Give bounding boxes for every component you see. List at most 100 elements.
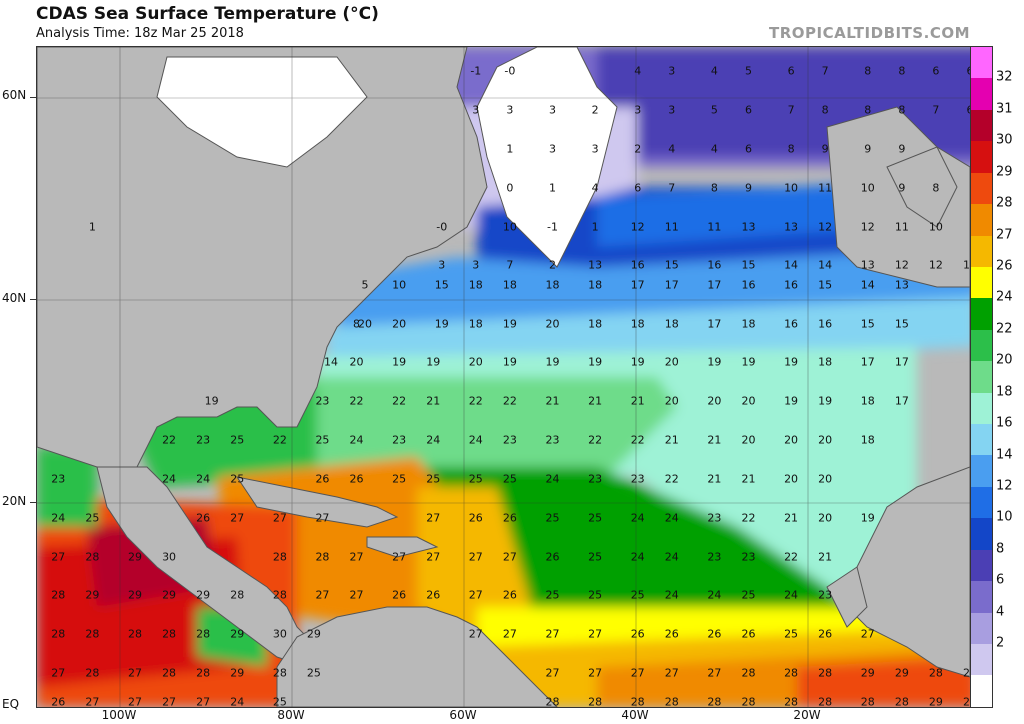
- sst-value-label: 25: [741, 588, 756, 602]
- sst-value-label: 10: [502, 220, 517, 234]
- colorbar-label: 30: [996, 132, 1013, 148]
- sst-value-label: 6: [932, 64, 940, 78]
- sst-value-label: 17: [707, 317, 722, 331]
- sst-value-label: 16: [818, 317, 833, 331]
- sst-value-label: 27: [426, 550, 441, 564]
- sst-value-label: 27: [468, 588, 483, 602]
- sst-value-label: 14: [818, 258, 833, 272]
- sst-value-label: 28: [162, 666, 177, 680]
- sst-value-label: 25: [230, 472, 245, 486]
- sst-value-label: 23: [588, 472, 603, 486]
- sst-value-label: 25: [630, 588, 645, 602]
- colorbar-label: 6: [996, 572, 1005, 588]
- sst-value-label: 27: [315, 511, 330, 525]
- sst-value-label: 27: [588, 627, 603, 641]
- lat-label-40n: 40N: [2, 291, 27, 305]
- sst-value-label: 21: [545, 394, 560, 408]
- lat-label-eq: EQ: [2, 697, 20, 711]
- sst-value-label: 23: [545, 433, 560, 447]
- sst-value-label: 2: [591, 103, 599, 117]
- sst-value-label: 7: [932, 103, 940, 117]
- analysis-time: Analysis Time: 18z Mar 25 2018: [36, 26, 244, 41]
- sst-value-label: 27: [468, 550, 483, 564]
- sst-value-label: 16: [630, 258, 645, 272]
- sst-value-label: 26: [707, 627, 722, 641]
- sst-value-label: 20: [707, 394, 722, 408]
- sst-value-label: 10: [392, 278, 407, 292]
- sst-value-label: 10: [928, 220, 943, 234]
- sst-value-label: 8: [898, 64, 906, 78]
- sst-value-label: 28: [230, 588, 245, 602]
- sst-value-label: 29: [230, 627, 245, 641]
- site-brand: TROPICALTIDBITS.COM: [769, 24, 970, 42]
- sst-value-label: 3: [548, 142, 556, 156]
- sst-value-label: 26: [664, 627, 679, 641]
- colorbar-swatch: [971, 109, 992, 142]
- sst-value-label: 8: [898, 103, 906, 117]
- sst-value-label: 24: [51, 511, 66, 525]
- colorbar-label: 31: [996, 101, 1013, 117]
- sst-value-label: 19: [426, 355, 441, 369]
- sst-map: -1-0434567886633323356788876133244689990…: [36, 46, 971, 708]
- sst-field: [37, 47, 970, 707]
- sst-value-label: 23: [502, 433, 517, 447]
- sst-value-label: 21: [707, 472, 722, 486]
- sst-value-label: 25: [85, 511, 100, 525]
- sst-value-label: 17: [894, 394, 909, 408]
- colorbar-label: 10: [996, 509, 1013, 525]
- sst-value-label: 27: [272, 511, 287, 525]
- sst-value-label: 25: [315, 433, 330, 447]
- sst-value-label: 18: [588, 317, 603, 331]
- sst-value-label: 24: [162, 472, 177, 486]
- colorbar-swatch: [971, 235, 992, 267]
- sst-value-label: 27: [426, 511, 441, 525]
- sst-value-label: 0: [506, 181, 514, 195]
- sst-value-label: 5: [361, 278, 369, 292]
- sst-value-label: 24: [664, 550, 679, 564]
- sst-value-label: 29: [127, 550, 142, 564]
- sst-value-label: 1: [506, 142, 514, 156]
- sst-value-label: 24: [545, 472, 560, 486]
- sst-value-label: 2: [634, 142, 642, 156]
- sst-value-label: 4: [634, 64, 642, 78]
- colorbar-label: 24: [996, 289, 1013, 305]
- sst-value-label: 29: [963, 695, 970, 708]
- sst-value-label: 6: [967, 104, 971, 117]
- sst-value-label: 24: [630, 550, 645, 564]
- sst-value-label: -0: [436, 220, 448, 234]
- sst-value-label: 7: [668, 181, 676, 195]
- sst-value-label: 15: [818, 278, 833, 292]
- sst-value-label: 25: [468, 472, 483, 486]
- sst-value-label: 20: [349, 355, 364, 369]
- sst-value-label: 21: [630, 394, 645, 408]
- sst-value-label: 6: [744, 103, 752, 117]
- sst-value-label: 23: [707, 550, 722, 564]
- sst-value-label: 28: [85, 666, 100, 680]
- sst-value-label: 20: [818, 472, 833, 486]
- lat-label-20n: 20N: [2, 494, 27, 508]
- sst-value-label: 24: [426, 433, 441, 447]
- sst-value-label: 28: [315, 550, 330, 564]
- colorbar-label: 32: [996, 69, 1013, 85]
- sst-value-label: 3: [472, 103, 480, 117]
- sst-value-label: 27: [502, 627, 517, 641]
- sst-value-label: 9: [864, 142, 872, 156]
- sst-value-label: 26: [741, 627, 756, 641]
- sst-value-label: 22: [349, 394, 364, 408]
- sst-value-label: 29: [230, 666, 245, 680]
- colorbar-label: 27: [996, 227, 1013, 243]
- colorbar-swatch: [971, 392, 992, 425]
- sst-value-label: 25: [426, 472, 441, 486]
- lat-tick: [30, 299, 36, 300]
- sst-value-label: 18: [860, 433, 875, 447]
- sst-value-label: 9: [898, 181, 906, 195]
- sst-value-label: 17: [664, 278, 679, 292]
- sst-value-label: 29: [196, 588, 211, 602]
- sst-value-label: 26: [315, 472, 330, 486]
- sst-value-label: 21: [588, 394, 603, 408]
- sst-value-label: 22: [664, 472, 679, 486]
- sst-value-label: 27: [127, 666, 142, 680]
- map-title: CDAS Sea Surface Temperature (°C): [36, 4, 379, 24]
- sst-value-label: 12: [630, 220, 645, 234]
- sst-value-label: 14: [784, 258, 799, 272]
